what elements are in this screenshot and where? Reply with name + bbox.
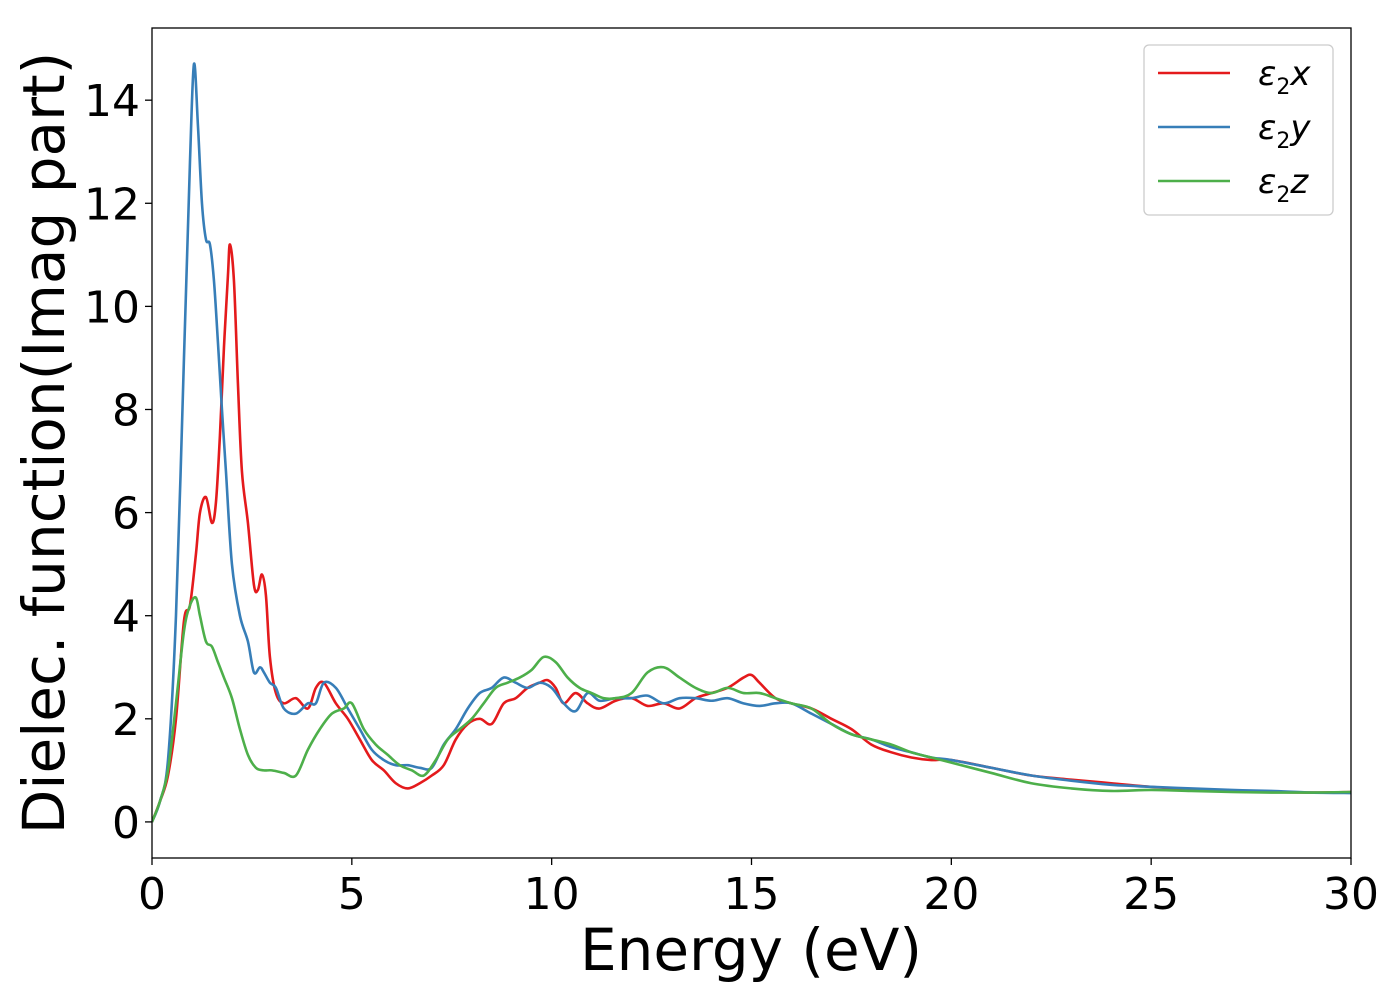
- y-tick-label: 4: [112, 592, 140, 643]
- x-tick-label: 0: [138, 869, 166, 920]
- y-tick-label: 2: [112, 695, 140, 746]
- x-tick-label: 30: [1323, 869, 1379, 920]
- y-tick-label: 0: [112, 798, 140, 849]
- legend-label: ε2z: [1258, 162, 1309, 208]
- series-line-2: [152, 62, 1351, 823]
- y-tick-label: 12: [84, 179, 140, 230]
- x-axis: 0 5 10 15 20 25 30: [138, 858, 1379, 920]
- y-tick-label: 14: [84, 76, 140, 127]
- y-tick-label: 8: [112, 385, 140, 436]
- legend-label: ε2y: [1258, 108, 1311, 154]
- series-line-3: [152, 595, 1351, 823]
- legend-box: [1143, 44, 1334, 216]
- y-tick-label: 6: [112, 489, 140, 540]
- x-tick-label: 10: [524, 869, 580, 920]
- y-axis-label: Dielec. function(Imag part): [10, 52, 78, 835]
- x-axis-label: Energy (eV): [580, 916, 922, 984]
- y-axis: 0 2 4 6 8 10 12 14: [84, 76, 152, 849]
- series-layer: [152, 62, 1351, 823]
- x-tick-label: 15: [724, 869, 780, 920]
- series-line-1: [152, 243, 1351, 823]
- legend: ε2x ε2y ε2z: [1143, 44, 1334, 216]
- x-tick-label: 20: [923, 869, 979, 920]
- x-tick-label: 5: [338, 869, 366, 920]
- legend-label: ε2x: [1258, 54, 1311, 100]
- y-tick-label: 10: [84, 282, 140, 333]
- x-tick-label: 25: [1123, 869, 1179, 920]
